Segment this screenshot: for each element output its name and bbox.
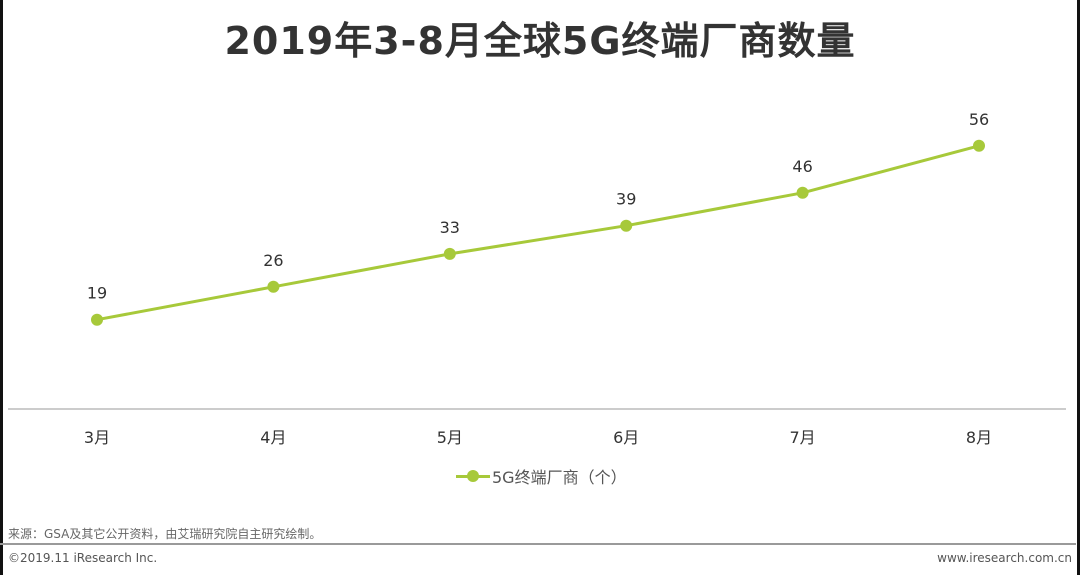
legend-dot-icon [467,470,479,482]
x-tick-labels: 3月 4月 5月 6月 7月 8月 [84,428,992,447]
x-tick-label-2: 4月 [260,428,286,447]
legend-swatch [456,466,490,486]
data-point-1 [91,313,103,326]
series-line [96,144,980,322]
x-tick-label-1: 3月 [84,428,110,447]
data-point-5 [796,186,809,199]
data-label-3: 33 [440,218,460,237]
x-tick-label-4: 6月 [613,428,639,447]
footer-divider [0,543,1076,545]
right-frame-border [1077,0,1080,575]
data-label-5: 46 [792,157,812,176]
data-label-2: 26 [263,251,283,270]
x-tick-label-5: 7月 [790,428,816,447]
data-point-3 [443,247,456,260]
footer-website: www.iresearch.com.cn [937,551,1072,565]
data-label-6: 56 [969,110,989,129]
chart-title: 2019年3-8月全球5G终端厂商数量 [224,19,856,63]
x-tick-label-3: 5月 [437,428,463,447]
data-label-1: 19 [87,284,107,303]
data-point-6 [973,139,985,152]
data-label-4: 39 [616,190,636,209]
x-tick-label-6: 8月 [966,428,992,447]
data-labels: 19 26 33 39 46 56 [87,110,989,303]
legend-label: 5G终端厂商（个） [492,468,627,487]
source-note: 来源：GSA及其它公开资料，由艾瑞研究院自主研究绘制。 [8,527,322,541]
left-frame-border [0,0,3,575]
data-point-4 [620,219,633,232]
legend: 5G终端厂商（个） [456,463,627,489]
data-point-2 [267,280,280,293]
footer-copyright: ©2019.11 iResearch Inc. [8,551,158,565]
data-points [91,139,985,326]
